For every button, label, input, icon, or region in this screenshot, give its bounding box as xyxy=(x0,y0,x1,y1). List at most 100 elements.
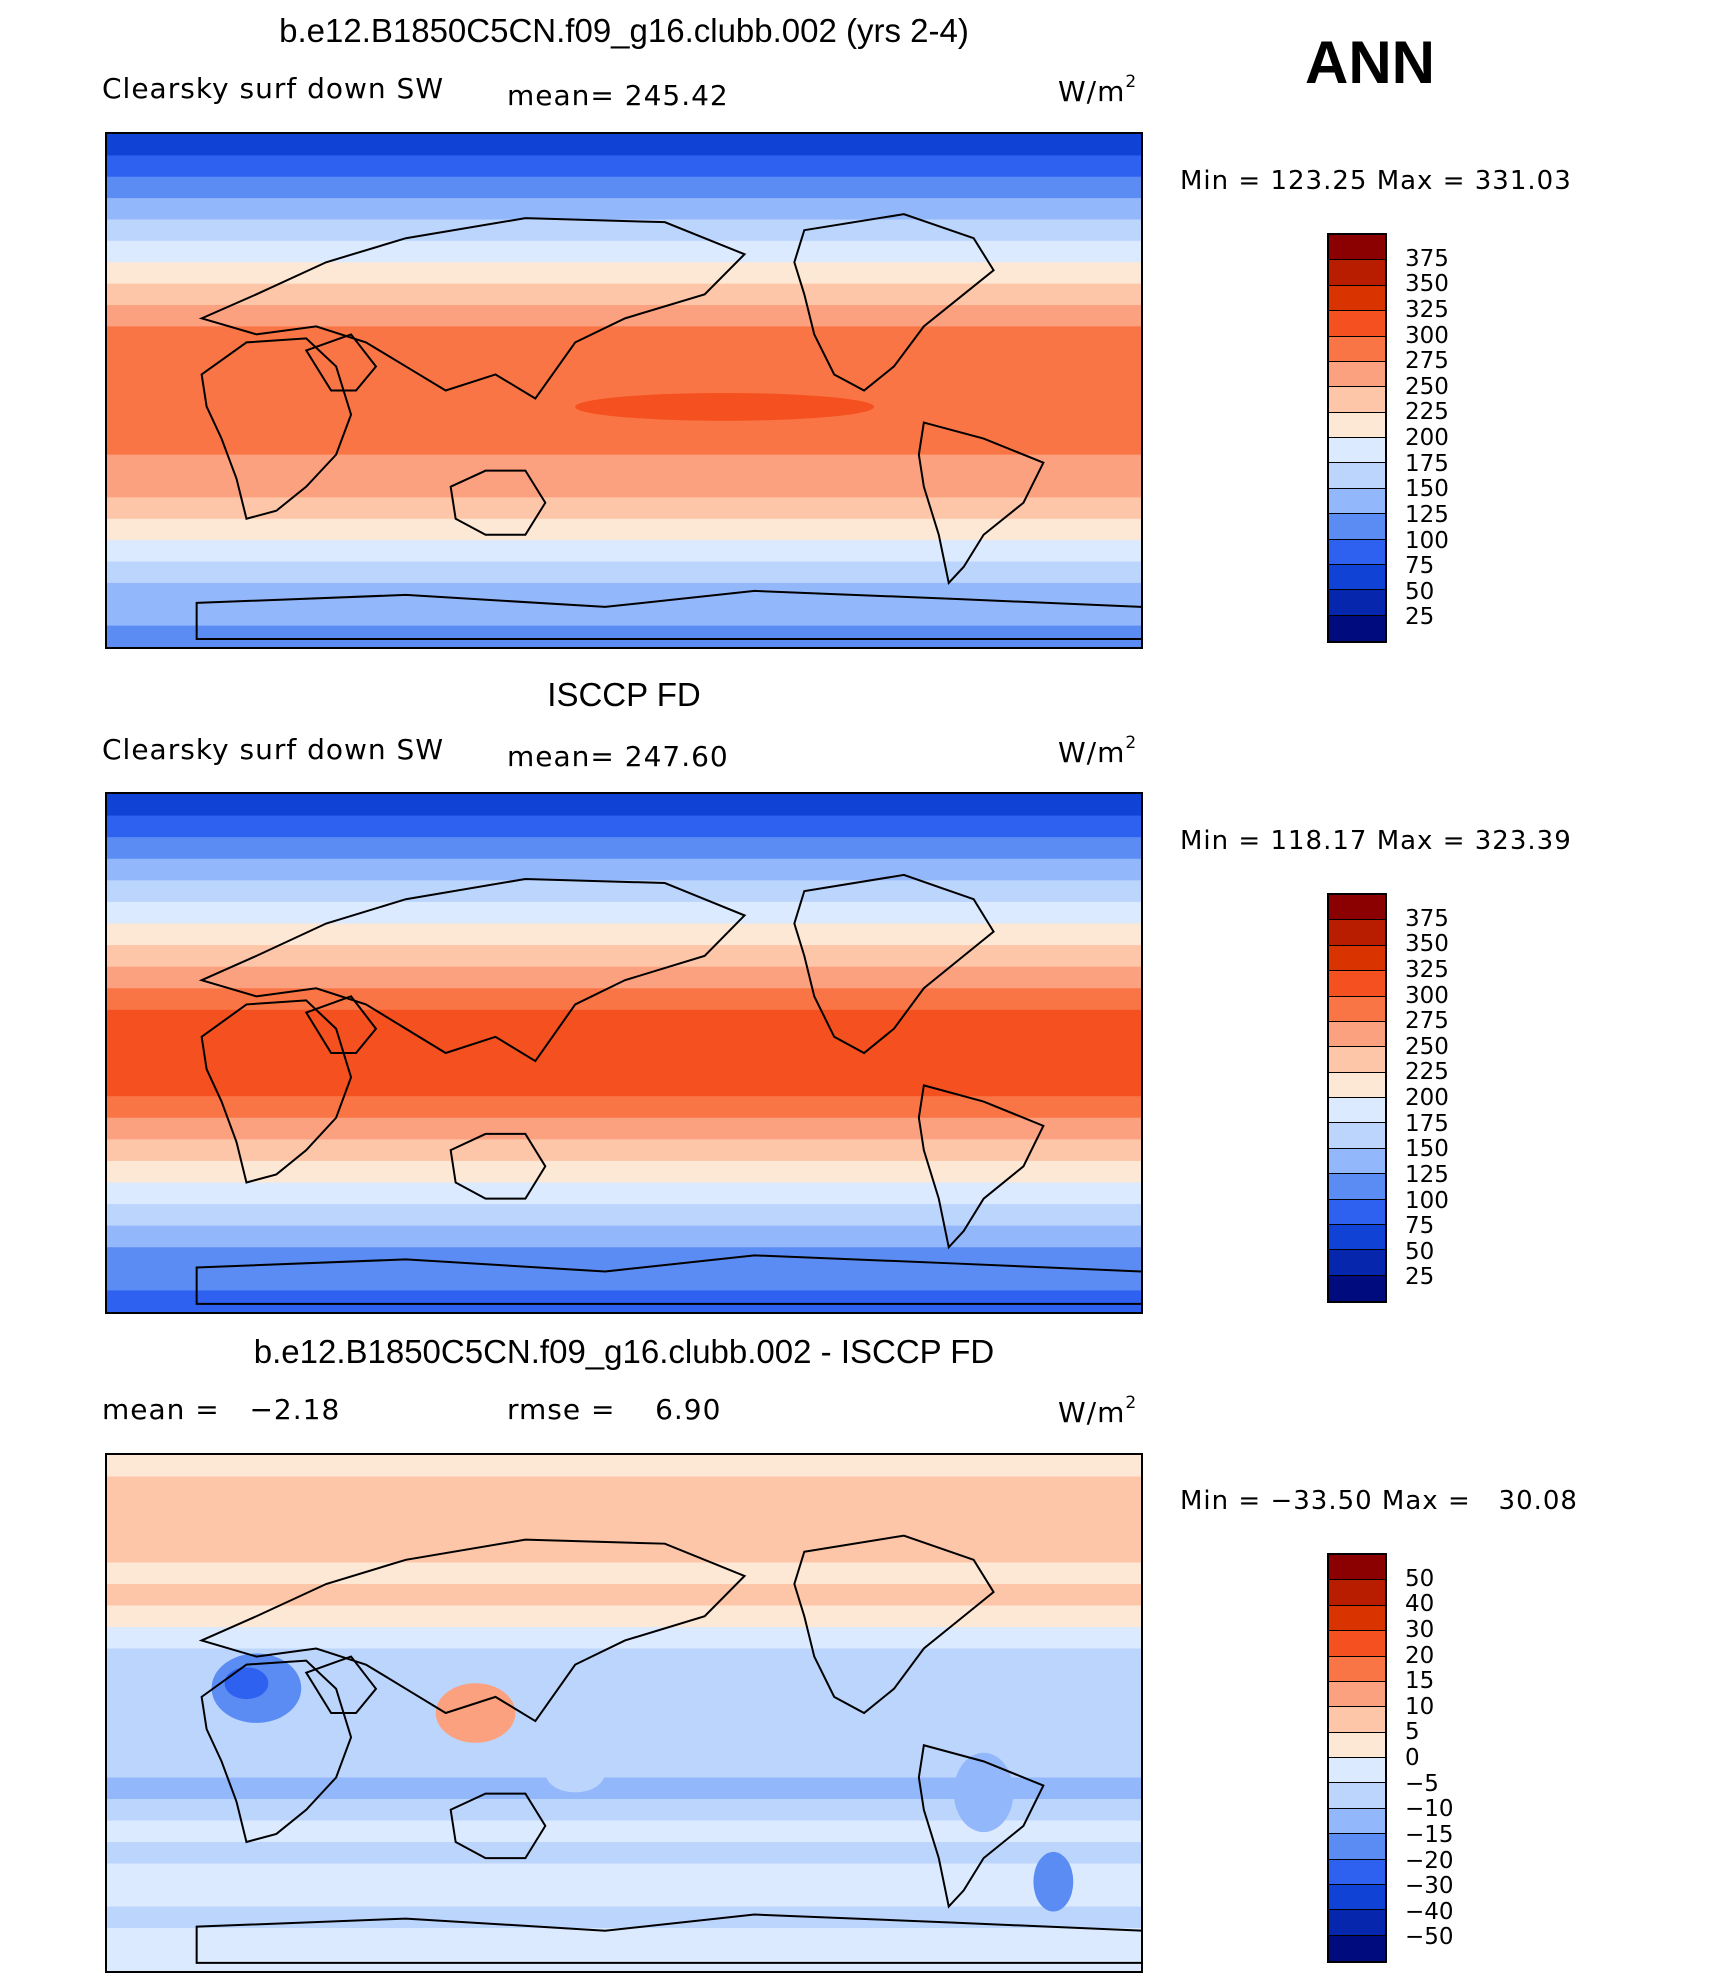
anomaly-patch xyxy=(1033,1851,1074,1912)
latitude-band xyxy=(107,1247,1141,1270)
map-plot xyxy=(107,794,1141,1312)
latitude-band xyxy=(107,1139,1141,1162)
latitude-band xyxy=(107,497,1141,520)
colorbar-tick-label: 225 xyxy=(1405,1059,1449,1086)
latitude-band xyxy=(107,582,1141,606)
colorbar-segment xyxy=(1329,1681,1385,1708)
coastline xyxy=(197,1915,1141,1963)
colorbar-segment xyxy=(1329,463,1385,489)
colorbar-segment xyxy=(1329,438,1385,464)
coastline xyxy=(794,875,993,1053)
colorbar-segment xyxy=(1329,361,1385,388)
colorbar-tick-label: 100 xyxy=(1405,1187,1449,1214)
colorbar-tick-label: 325 xyxy=(1405,956,1449,983)
latitude-band xyxy=(107,1842,1141,1865)
colorbar-tick-label: −30 xyxy=(1405,1873,1454,1900)
colorbar-segment xyxy=(1329,1834,1385,1860)
colorbar-tick-label: 0 xyxy=(1405,1745,1420,1771)
colorbar-segment xyxy=(1329,1148,1385,1175)
colorbar-segment xyxy=(1329,1783,1385,1809)
latitude-band xyxy=(107,1777,1141,1800)
colorbar-segment xyxy=(1329,1098,1385,1124)
coastline xyxy=(794,1536,993,1713)
panel-2-title: ISCCP FD xyxy=(547,676,701,713)
colorbar-tick-label: 325 xyxy=(1405,296,1449,323)
latitude-band xyxy=(107,1290,1141,1312)
latitude-band xyxy=(107,1225,1141,1249)
colorbar-segment xyxy=(1329,945,1385,972)
latitude-band xyxy=(107,1885,1141,1908)
colorbar-tick-label: −10 xyxy=(1405,1796,1454,1823)
panel-3-colorbar xyxy=(1327,1553,1387,1963)
latitude-band xyxy=(107,476,1141,499)
latitude-band xyxy=(107,945,1141,968)
colorbar-tick-label: 350 xyxy=(1405,271,1449,298)
colorbar-tick-label: 50 xyxy=(1405,578,1435,605)
panel-3-minmax: Min = −33.50 Max = 30.08 xyxy=(1180,1486,1578,1516)
colorbar-segment xyxy=(1329,1808,1385,1835)
map-plot xyxy=(107,134,1141,647)
colorbar-tick-label: 125 xyxy=(1405,1161,1449,1188)
latitude-band xyxy=(107,966,1141,990)
colorbar-segment xyxy=(1329,235,1385,261)
latitude-band xyxy=(107,837,1141,860)
latitude-band xyxy=(107,1268,1141,1292)
anomaly-patch xyxy=(545,1752,606,1793)
latitude-band xyxy=(107,1053,1141,1076)
anomaly-patch xyxy=(435,1683,516,1743)
panel-1-minmax: Min = 123.25 Max = 331.03 xyxy=(1180,166,1572,196)
latitude-band xyxy=(107,1096,1141,1119)
colorbar-segment xyxy=(1329,1859,1385,1885)
colorbar-tick-label: 250 xyxy=(1405,373,1449,400)
colorbar-segment xyxy=(1329,1631,1385,1657)
colorbar-segment xyxy=(1329,1605,1385,1632)
colorbar-segment xyxy=(1329,1910,1385,1936)
coastline xyxy=(919,1085,1044,1247)
latitude-band xyxy=(107,176,1141,200)
colorbar-segment xyxy=(1329,412,1385,438)
latitude-band xyxy=(107,1182,1141,1206)
latitude-band xyxy=(107,1584,1141,1607)
colorbar-tick-label: 150 xyxy=(1405,1136,1449,1163)
colorbar-segment xyxy=(1329,1047,1385,1073)
coastline xyxy=(919,423,1044,583)
latitude-band xyxy=(107,1009,1141,1033)
latitude-band xyxy=(107,794,1141,817)
latitude-band xyxy=(107,347,1141,371)
colorbar-segment xyxy=(1329,539,1385,565)
colorbar-segment xyxy=(1329,564,1385,591)
latitude-band xyxy=(107,369,1141,392)
colorbar-tick-label: 100 xyxy=(1405,527,1449,554)
latitude-band xyxy=(107,988,1141,1011)
colorbar-tick-label: 25 xyxy=(1405,1264,1435,1291)
latitude-band xyxy=(107,1799,1141,1822)
latitude-band xyxy=(107,1906,1141,1929)
latitude-band xyxy=(107,1562,1141,1585)
colorbar-segment xyxy=(1329,1072,1385,1098)
coastline xyxy=(202,1540,745,1721)
latitude-band xyxy=(107,1713,1141,1736)
coastline xyxy=(202,879,745,1061)
colorbar-segment xyxy=(1329,1935,1385,1961)
colorbar-tick-label: 20 xyxy=(1405,1642,1435,1669)
coastline xyxy=(794,214,993,390)
colorbar-segment xyxy=(1329,615,1385,641)
colorbar-tick-label: −5 xyxy=(1405,1770,1439,1797)
colorbar-tick-label: −20 xyxy=(1405,1847,1454,1874)
colorbar-segment xyxy=(1329,260,1385,286)
colorbar-segment xyxy=(1329,1199,1385,1225)
colorbar-tick-label: 125 xyxy=(1405,501,1449,528)
coastline xyxy=(197,591,1141,639)
colorbar-tick-label: 75 xyxy=(1405,553,1435,580)
latitude-band xyxy=(107,880,1141,903)
coastline xyxy=(202,1661,351,1842)
latitude-band xyxy=(107,1928,1141,1951)
latitude-band xyxy=(107,1117,1141,1141)
latitude-band xyxy=(107,1605,1141,1628)
colorbar-tick-label: 225 xyxy=(1405,399,1449,426)
panel-1-field-label: Clearsky surf down SW xyxy=(102,72,445,105)
colorbar-tick-label: 5 xyxy=(1405,1719,1420,1746)
latitude-band xyxy=(107,283,1141,306)
panel-2-units: W/m2 xyxy=(1058,733,1138,769)
map-plot xyxy=(107,1455,1141,1971)
